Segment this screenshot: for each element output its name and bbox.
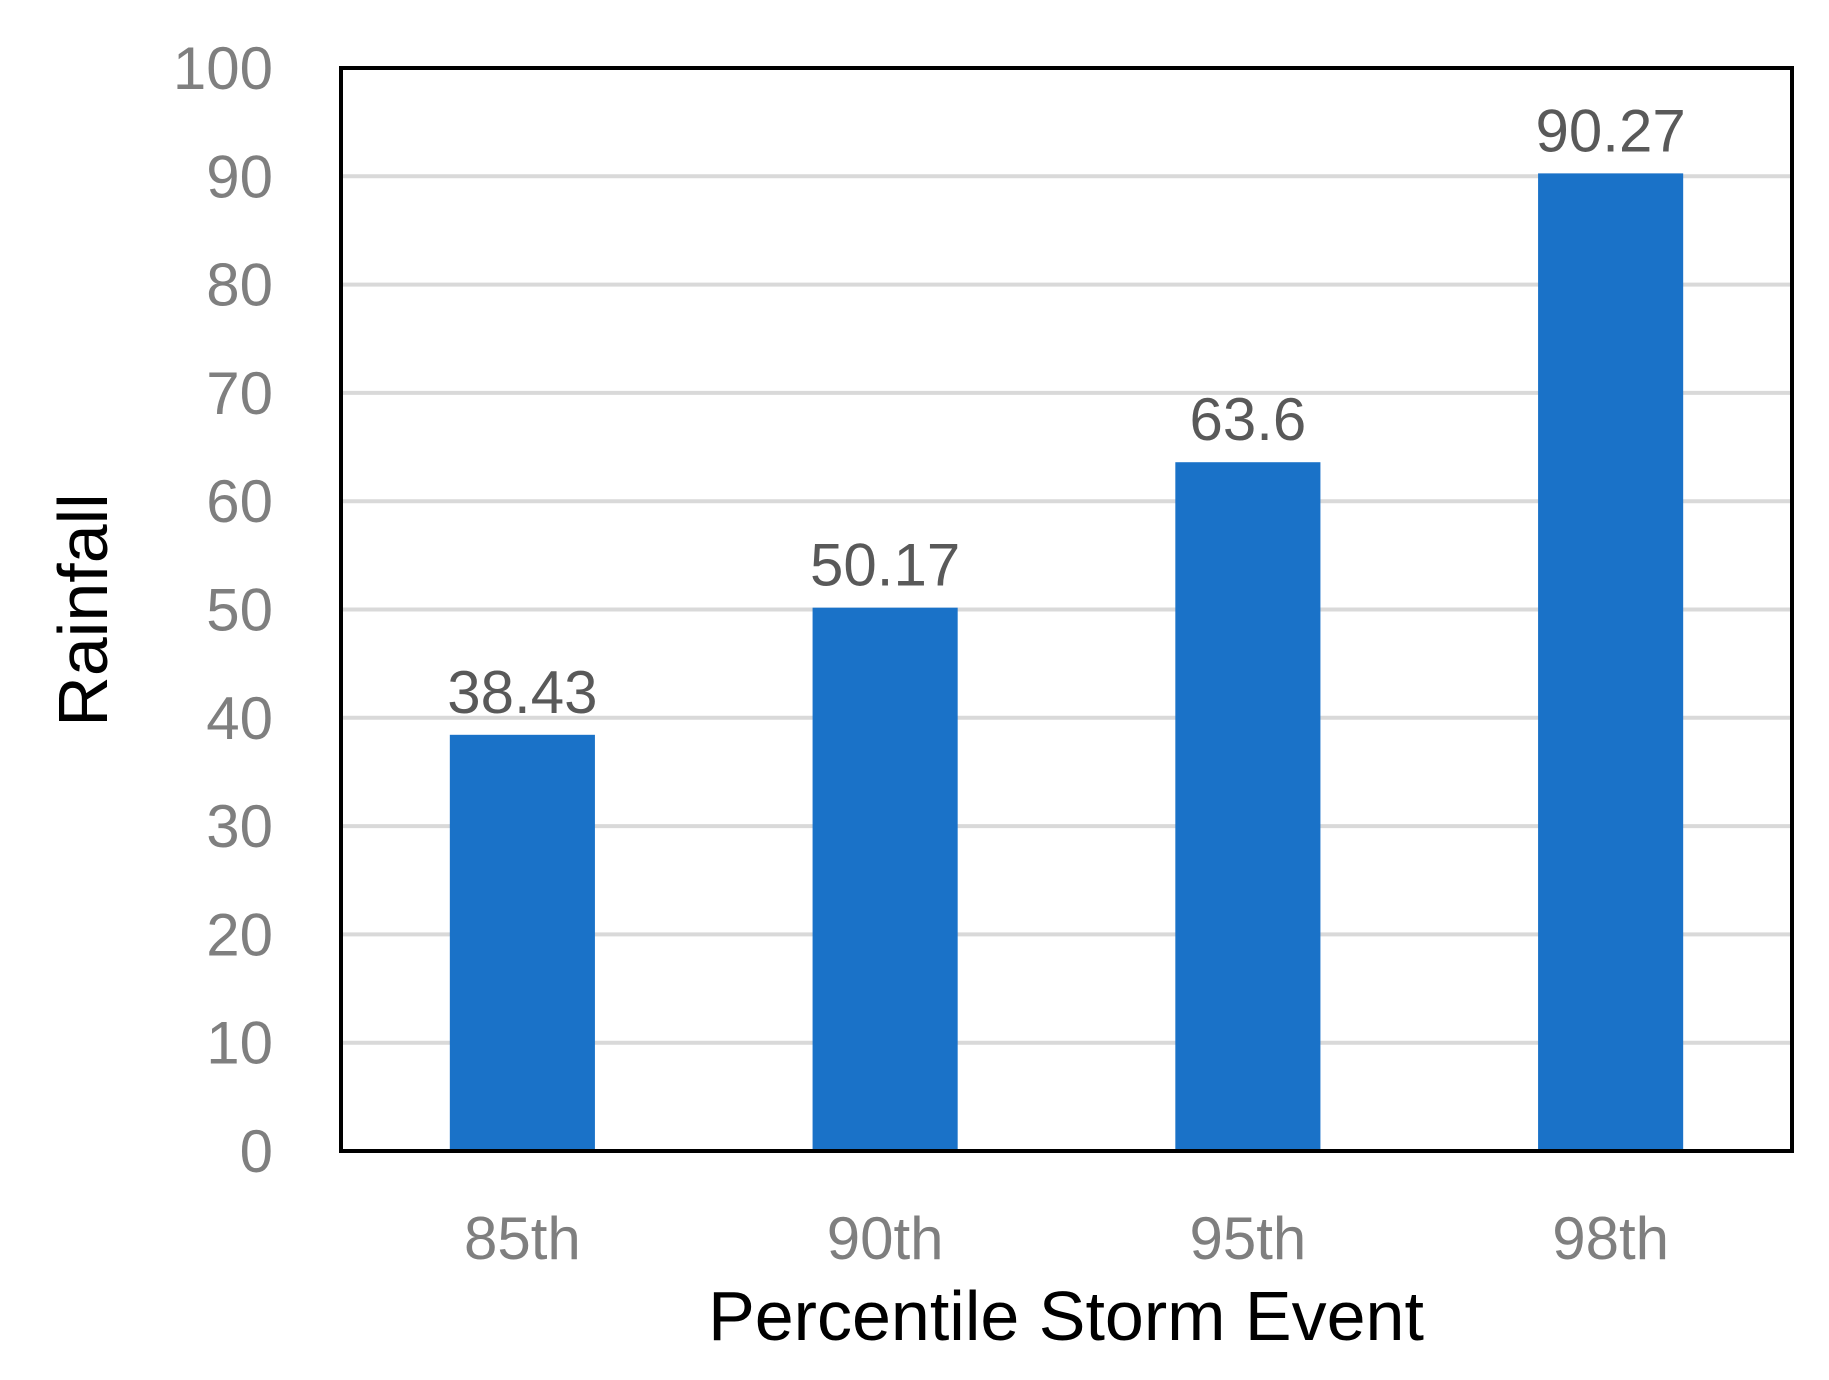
data-labels: 38.43 50.17 63.6 90.27: [447, 97, 1685, 725]
plot-frame: [339, 66, 1794, 1153]
bar-90th: [812, 607, 958, 1151]
x-tick-labels: 85th 90th 95th 98th: [464, 1205, 1669, 1272]
data-label: 50.17: [810, 532, 960, 599]
data-label: 38.43: [447, 659, 597, 726]
data-label: 90.27: [1536, 97, 1686, 164]
x-axis-title: Percentile Storm Event: [708, 1277, 1424, 1355]
x-tick-label: 90th: [827, 1205, 944, 1272]
y-tick-label: 40: [206, 685, 273, 752]
y-tick-label: 90: [206, 143, 273, 210]
y-tick-label: 60: [206, 468, 273, 535]
bar-95th: [1175, 462, 1321, 1151]
x-tick-label: 98th: [1552, 1205, 1669, 1272]
y-tick-label: 30: [206, 793, 273, 860]
x-tick-label: 85th: [464, 1205, 581, 1272]
data-label: 63.6: [1189, 386, 1306, 453]
y-tick-label: 80: [206, 252, 273, 319]
y-tick-labels: 0 10 20 30 40 50 60 70 80 90 100: [173, 35, 273, 1185]
bar-85th: [449, 734, 595, 1151]
y-tick-label: 100: [173, 35, 273, 102]
bars: [449, 173, 1684, 1151]
x-tick-label: 95th: [1189, 1205, 1306, 1272]
y-tick-label: 50: [206, 577, 273, 644]
y-tick-label: 0: [240, 1118, 273, 1185]
bar-98th: [1538, 173, 1684, 1151]
y-axis-title: Rainfall: [44, 493, 122, 726]
y-tick-label: 20: [206, 901, 273, 968]
y-tick-label: 10: [206, 1010, 273, 1077]
y-tick-label: 70: [206, 360, 273, 427]
